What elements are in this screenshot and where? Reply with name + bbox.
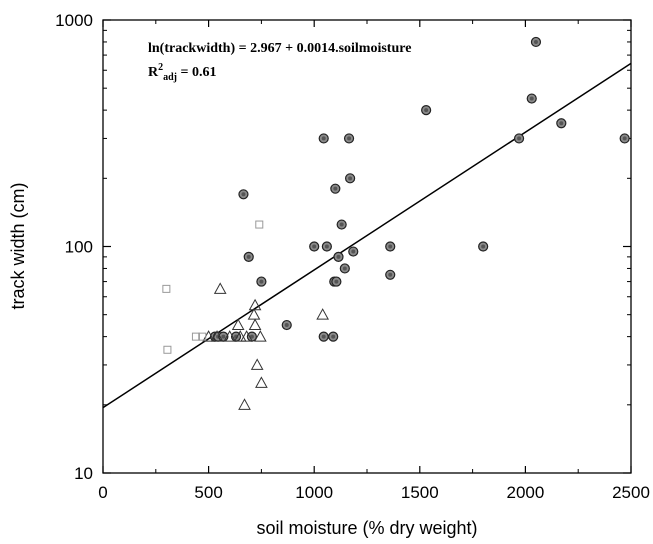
regression-line-group: [102, 62, 632, 409]
triangle-point: [247, 308, 261, 320]
circle-point: [385, 269, 396, 280]
triangle-point: [238, 398, 251, 410]
circle-point: [318, 133, 329, 144]
square-point: [163, 345, 172, 354]
circle-point: [243, 251, 254, 262]
triangle-point: [250, 358, 264, 370]
y-axis-ticks: 10 100 1000: [55, 11, 631, 483]
circle-point: [478, 241, 489, 252]
circle-point: [348, 246, 359, 257]
square-point: [162, 284, 171, 293]
circle-point: [513, 133, 525, 144]
x-tick-label: 2000: [506, 483, 544, 502]
circle-point: [238, 189, 249, 200]
x-axis-ticks: 0 500 1000 1500 2000 2500: [98, 20, 650, 502]
square-point: [198, 332, 207, 341]
circle-point: [530, 36, 542, 48]
circle-point: [556, 118, 567, 129]
triangle-point: [233, 330, 247, 342]
y-tick-label: 10: [74, 464, 93, 483]
x-tick-label: 500: [194, 483, 222, 502]
triangle-point: [253, 330, 267, 342]
x-tick-label: 2500: [612, 483, 650, 502]
triangle-point: [231, 318, 245, 331]
r2-prefix: R: [148, 65, 159, 80]
r-squared-annotation: R2adj = 0.61: [148, 62, 217, 83]
triangle-point: [240, 330, 253, 342]
data-points-group: [162, 36, 630, 410]
circle-point: [619, 133, 630, 144]
triangle-point: [255, 376, 268, 388]
circle-point: [333, 251, 344, 262]
r2-value: = 0.61: [177, 65, 216, 80]
circle-point: [385, 241, 396, 252]
triangle-point: [213, 282, 227, 294]
circle-point: [330, 183, 341, 194]
circle-point: [343, 133, 355, 144]
plot-area-frame: [102, 19, 632, 474]
circle-point: [321, 241, 332, 252]
regression-equation: ln(trackwidth) = 2.967 + 0.0014.soilmois…: [148, 41, 411, 56]
circle-point: [339, 263, 350, 274]
circle-point: [345, 173, 356, 184]
circle-point: [256, 276, 267, 287]
y-tick-label: 100: [65, 238, 93, 257]
circle-point: [328, 331, 339, 342]
regression-line: [102, 62, 632, 409]
triangle-point: [316, 308, 329, 320]
circle-point: [421, 105, 432, 116]
circle-point: [309, 241, 320, 252]
triangle-point: [223, 330, 237, 342]
r2-subscript: adj: [163, 72, 177, 83]
square-point: [255, 220, 264, 229]
triangle-point: [210, 330, 224, 342]
circle-point: [526, 93, 537, 104]
circle-point: [281, 319, 292, 331]
circle-point: [331, 276, 342, 287]
y-tick-label: 1000: [55, 11, 93, 30]
x-axis-title: soil moisture (% dry weight): [256, 518, 477, 538]
square-point: [191, 332, 200, 341]
circle-point: [318, 331, 329, 342]
triangle-point: [248, 318, 262, 331]
circle-point: [336, 219, 347, 230]
x-tick-label: 0: [98, 483, 107, 502]
triangle-point: [248, 298, 262, 311]
x-tick-label: 1000: [295, 483, 333, 502]
y-axis-title: track width (cm): [8, 182, 28, 309]
x-tick-label: 1500: [401, 483, 439, 502]
r2-superscript: 2: [158, 62, 163, 73]
